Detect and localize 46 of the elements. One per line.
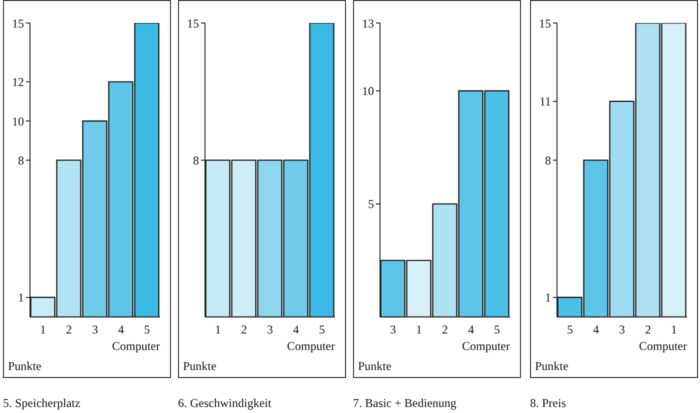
x-tick-label: 4: [593, 322, 599, 337]
x-tick-label: 5: [144, 322, 150, 337]
y-axis-title: Punkte: [535, 359, 568, 374]
x-tick-label: 2: [66, 322, 72, 337]
x-tick-label: 1: [40, 322, 46, 337]
x-tick-label: 5: [319, 322, 325, 337]
x-tick-label: 3: [92, 322, 98, 337]
y-tick-label: 1: [18, 290, 24, 305]
x-tick-label: 4: [468, 322, 474, 337]
x-tick-label: 2: [645, 322, 651, 337]
x-tick-label: 3: [267, 322, 273, 337]
text: 8. Preis: [530, 396, 566, 411]
y-tick-label: 8: [193, 153, 199, 168]
x-axis-title: Computer: [287, 339, 335, 354]
x-axis-title: Computer: [462, 339, 510, 354]
y-tick-label: 15: [187, 16, 199, 30]
y-tick-label: 1: [545, 290, 551, 305]
x-tick-label: 1: [671, 322, 677, 337]
y-tick-label: 8: [18, 153, 24, 168]
y-tick-label: 5: [368, 197, 374, 212]
y-axis-title: Punkte: [8, 359, 42, 374]
y-tick-label: 10: [12, 114, 24, 128]
y-tick-label: 13: [362, 16, 374, 30]
y-tick-label: 12: [12, 75, 24, 90]
y-tick-label: 15: [539, 16, 551, 30]
x-tick-label: 3: [390, 322, 396, 337]
x-tick-label: 2: [442, 322, 448, 337]
text: 5. Speicherplatz: [3, 396, 80, 411]
x-tick-label: 1: [416, 322, 422, 337]
y-axis-title: Punkte: [183, 359, 216, 374]
x-tick-label: 5: [567, 322, 573, 337]
y-axis-title: Punkte: [358, 359, 392, 374]
y-tick-label: 15: [12, 16, 24, 30]
x-axis-title: Computer: [639, 339, 687, 354]
text: 6. Geschwindigkeit: [178, 396, 272, 411]
x-tick-label: 4: [293, 322, 299, 337]
x-tick-label: 5: [494, 322, 500, 337]
x-axis-title: Computer: [112, 339, 160, 354]
x-tick-label: 1: [215, 322, 221, 337]
y-tick-label: 10: [362, 84, 374, 98]
text: 7. Basic + Bedienung: [353, 396, 456, 411]
x-tick-label: 2: [241, 322, 247, 337]
x-tick-label: 3: [619, 322, 625, 337]
y-tick-label: 11: [539, 94, 551, 109]
y-tick-label: 8: [545, 153, 551, 168]
x-tick-label: 4: [118, 322, 124, 337]
